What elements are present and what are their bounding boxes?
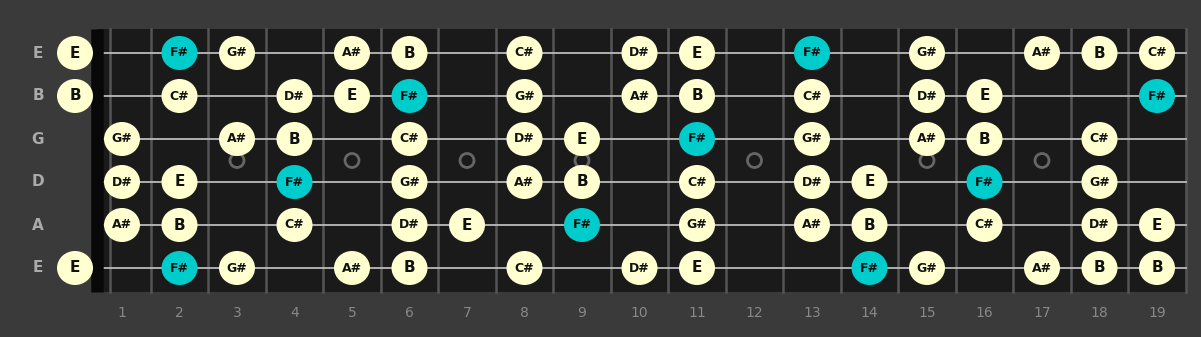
Ellipse shape [1024,36,1060,70]
Text: 11: 11 [688,306,706,320]
Text: C#: C# [1089,132,1110,146]
Text: G#: G# [227,47,247,60]
Ellipse shape [679,165,715,199]
Text: E: E [692,261,703,276]
Ellipse shape [219,36,255,70]
Text: B: B [864,217,876,233]
Text: C#: C# [1147,47,1167,60]
Ellipse shape [679,208,715,242]
Text: A#: A# [342,47,362,60]
Ellipse shape [334,36,370,70]
Ellipse shape [621,251,657,285]
Text: B: B [288,131,300,147]
Text: F#: F# [687,132,706,146]
Text: C#: C# [687,176,707,188]
Text: A#: A# [227,132,247,146]
Text: F#: F# [975,176,994,188]
Text: E: E [32,261,43,276]
Text: F#: F# [285,176,304,188]
Ellipse shape [276,165,312,199]
Ellipse shape [967,79,1003,113]
Text: D#: D# [801,176,823,188]
Ellipse shape [909,122,945,156]
Ellipse shape [679,251,715,285]
Text: B: B [70,89,80,103]
Text: G#: G# [112,132,132,146]
Text: E: E [347,89,357,103]
Text: A#: A# [1032,47,1052,60]
Ellipse shape [967,122,1003,156]
Text: 2: 2 [175,306,184,320]
Ellipse shape [967,165,1003,199]
Text: E: E [32,45,43,61]
Text: 6: 6 [405,306,414,320]
Bar [97,29,1185,292]
Text: B: B [404,261,416,276]
Text: A: A [32,217,44,233]
Ellipse shape [392,36,428,70]
Text: 12: 12 [746,306,764,320]
Ellipse shape [392,122,428,156]
Text: 4: 4 [291,306,299,320]
Ellipse shape [219,251,255,285]
Ellipse shape [1081,208,1117,242]
Text: 17: 17 [1033,306,1051,320]
Ellipse shape [909,79,945,113]
Text: F#: F# [171,47,189,60]
Text: D#: D# [1089,218,1110,232]
Text: 16: 16 [975,306,993,320]
Text: A#: A# [514,176,534,188]
Text: A#: A# [342,262,362,275]
Ellipse shape [104,165,141,199]
Ellipse shape [392,251,428,285]
Text: G#: G# [514,90,534,102]
Text: G#: G# [801,132,823,146]
Text: B: B [1094,261,1105,276]
Text: G#: G# [916,47,937,60]
Text: 13: 13 [803,306,820,320]
Text: C#: C# [975,218,994,232]
Text: E: E [1152,217,1163,233]
Text: A#: A# [916,132,937,146]
Ellipse shape [104,208,141,242]
Text: E: E [576,131,587,147]
Text: C#: C# [400,132,419,146]
Ellipse shape [507,36,543,70]
Ellipse shape [852,251,888,285]
Ellipse shape [334,79,370,113]
Ellipse shape [507,122,543,156]
Text: D#: D# [629,262,650,275]
Text: 3: 3 [233,306,241,320]
Text: G: G [31,131,44,147]
Ellipse shape [794,208,830,242]
Ellipse shape [679,122,715,156]
Ellipse shape [621,36,657,70]
Ellipse shape [794,122,830,156]
Ellipse shape [334,251,370,285]
Text: C#: C# [515,47,534,60]
Ellipse shape [161,165,197,199]
Ellipse shape [161,251,197,285]
Ellipse shape [679,36,715,70]
Ellipse shape [276,122,312,156]
Ellipse shape [392,165,428,199]
Text: 8: 8 [520,306,528,320]
Ellipse shape [56,79,92,113]
Ellipse shape [794,79,830,113]
Text: F#: F# [860,262,879,275]
Ellipse shape [1139,208,1175,242]
Text: 15: 15 [919,306,936,320]
Text: G#: G# [916,262,937,275]
Ellipse shape [1024,251,1060,285]
Text: G#: G# [399,176,420,188]
Ellipse shape [1081,165,1117,199]
Text: E: E [70,45,80,61]
Text: B: B [174,217,185,233]
Text: A#: A# [1032,262,1052,275]
Ellipse shape [564,208,600,242]
Ellipse shape [1139,251,1175,285]
Ellipse shape [1139,79,1175,113]
Text: 1: 1 [118,306,126,320]
Ellipse shape [56,36,92,70]
